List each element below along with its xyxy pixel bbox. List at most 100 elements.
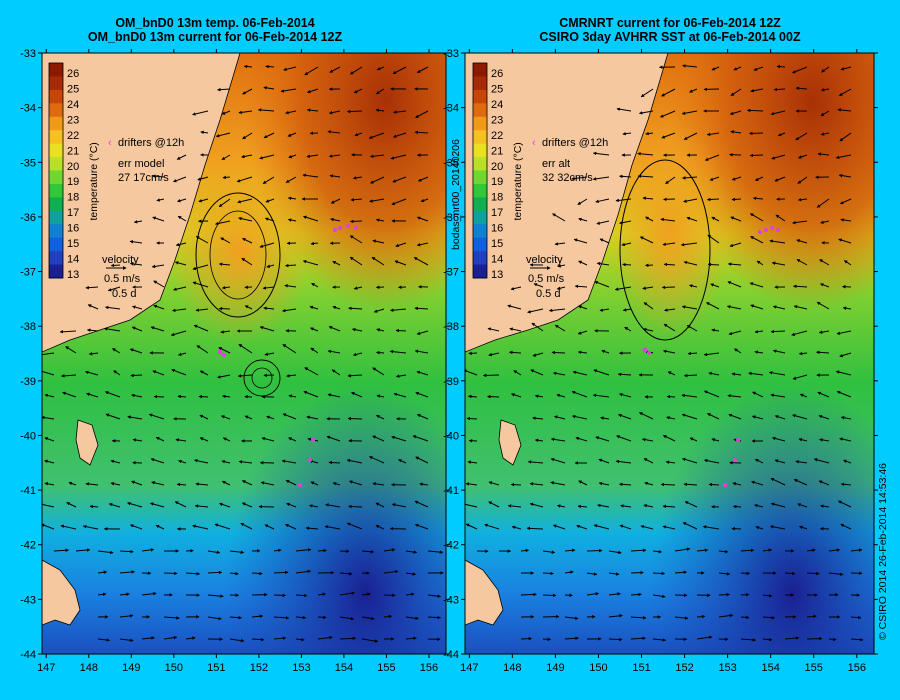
- left-current-vector: [383, 614, 393, 619]
- right-current-vector: [554, 324, 566, 332]
- left-colorbar-tick: 21: [67, 145, 79, 157]
- left-current-vector: [361, 616, 375, 621]
- left-current-vector: [221, 460, 231, 464]
- left-current-vector: [391, 435, 407, 442]
- right-current-vector: [592, 176, 610, 181]
- right-title-line1: CMRNRT current for 06-Feb-2014 12Z: [559, 16, 781, 30]
- left-current-vector: [261, 436, 275, 442]
- left-current-vector: [394, 260, 407, 266]
- left-colorbar-tick: 16: [67, 223, 79, 235]
- right-current-vector: [572, 370, 588, 376]
- right-current-vector: [529, 482, 544, 486]
- left-current-vector: [352, 352, 363, 357]
- right-colorbar-tick: 26: [491, 68, 503, 80]
- left-current-vector: [251, 614, 264, 619]
- left-current-vector: [242, 237, 253, 244]
- left-current-vector: [103, 327, 121, 332]
- left-current-vector: [110, 482, 121, 486]
- right-current-vector: [777, 132, 786, 137]
- left-current-vector: [214, 220, 231, 226]
- right-current-vector: [608, 614, 623, 618]
- left-current-vector: [86, 328, 99, 332]
- left-colorbar-swatch: [49, 76, 63, 91]
- right-current-vector: [488, 481, 500, 486]
- right-current-vector: [728, 413, 742, 420]
- right-current-vector: [619, 220, 632, 225]
- left-current-vector: [383, 569, 399, 574]
- left-current-vector: [329, 174, 341, 178]
- right-current-vector: [531, 322, 544, 332]
- left-colorbar-tick: 25: [67, 83, 79, 95]
- left-current-vector: [264, 524, 275, 530]
- left-current-vector: [283, 66, 297, 71]
- left-current-vector: [199, 414, 209, 420]
- left-current-vector: [97, 592, 107, 597]
- left-colorbar-swatch: [49, 157, 63, 171]
- left-current-vector: [326, 435, 341, 442]
- left-current-vector: [332, 260, 341, 266]
- right-current-vector: [689, 88, 698, 93]
- left-colorbar-swatch: [49, 170, 63, 185]
- left-current-vector: [199, 370, 209, 376]
- right-current-vector: [772, 305, 786, 310]
- left-legend-drifters: drifters @12h: [118, 137, 184, 149]
- right-current-vector: [534, 394, 544, 398]
- left-current-vector: [330, 217, 341, 222]
- right-current-vector: [836, 390, 852, 398]
- right-colorbar-swatch: [473, 224, 487, 239]
- left-xtick-label: 154: [335, 662, 353, 674]
- right-current-vector: [564, 616, 579, 620]
- left-current-vector: [264, 217, 275, 222]
- right-current-vector: [750, 88, 764, 93]
- right-current-vector: [740, 571, 751, 576]
- left-current-vector: [195, 236, 209, 244]
- left-current-vector: [131, 480, 143, 486]
- left-current-vector: [240, 522, 253, 530]
- left-current-vector: [420, 198, 429, 203]
- left-current-vector: [238, 343, 253, 354]
- right-current-vector: [663, 323, 676, 332]
- right-current-vector: [618, 482, 632, 487]
- right-current-vector: [686, 216, 698, 222]
- left-current-vector: [60, 374, 77, 378]
- left-current-vector: [405, 550, 418, 554]
- left-current-vector: [392, 176, 407, 183]
- left-current-vector: [285, 524, 297, 530]
- left-colorbar-swatch: [49, 210, 63, 225]
- left-current-vector: [68, 481, 77, 486]
- right-current-vector: [732, 482, 742, 486]
- left-ytick-label: -41: [20, 485, 36, 497]
- right-current-vector: [718, 549, 729, 554]
- right-current-vector: [730, 130, 742, 134]
- right-current-vector: [768, 371, 786, 376]
- right-current-vector: [465, 523, 478, 530]
- left-current-vector: [351, 392, 363, 398]
- right-current-vector: [586, 592, 600, 596]
- right-current-vector: [754, 458, 764, 464]
- left-current-vector: [416, 216, 429, 222]
- right-current-vector: [769, 525, 786, 530]
- left-warm-eddy: [195, 192, 281, 318]
- left-ytick-label: -33: [20, 48, 36, 60]
- right-current-vector: [727, 281, 742, 288]
- right-ytick-label: -34: [443, 103, 459, 115]
- left-current-vector: [259, 242, 275, 248]
- right-current-vector: [828, 548, 841, 552]
- right-colorbar-tick: 22: [491, 130, 503, 142]
- right-colorbar-tick: 25: [491, 83, 503, 95]
- right-colorbar: 26 25 24 23 22 21 20 19 18 17 16 15 14 13 temperature …: [472, 62, 524, 281]
- right-current-vector: [706, 413, 720, 420]
- right-current-vector: [748, 131, 764, 136]
- right-current-vector: [616, 107, 632, 112]
- right-current-vector: [596, 220, 610, 225]
- left-current-vector: [263, 306, 275, 310]
- right-current-vector: [756, 260, 764, 266]
- left-xtick-label: 156: [420, 662, 438, 674]
- left-current-vector: [392, 66, 407, 75]
- left-current-vector: [127, 501, 143, 508]
- right-current-vector: [534, 438, 544, 443]
- right-current-vector: [752, 391, 764, 398]
- right-current-vector: [706, 197, 720, 202]
